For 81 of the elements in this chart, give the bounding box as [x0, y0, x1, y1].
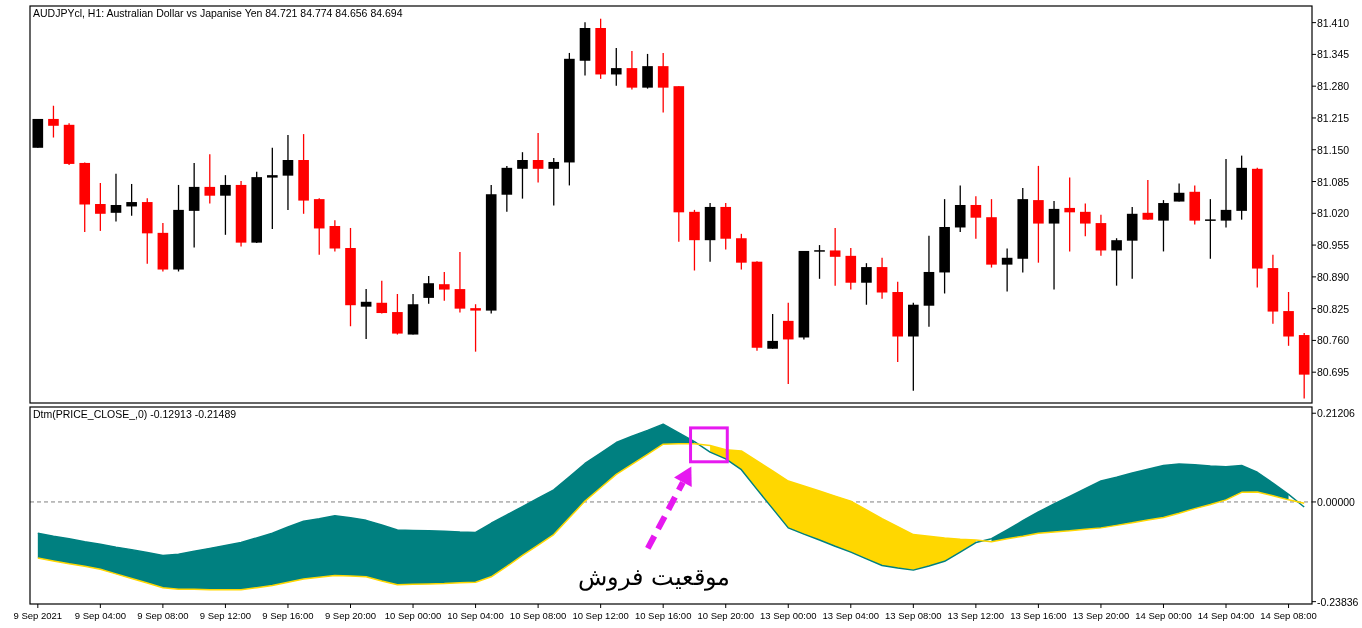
x-tick-label: 14 Sep 08:00: [1260, 610, 1317, 621]
candlestick: [626, 50, 638, 91]
candlestick: [829, 227, 841, 287]
candlestick: [1220, 158, 1232, 229]
candlestick: [814, 244, 825, 280]
x-tick-label: 9 Sep 2021: [13, 610, 63, 621]
candlestick: [767, 313, 778, 350]
x-tick-label: 10 Sep 16:00: [634, 610, 692, 621]
candlestick: [517, 151, 528, 200]
x-tick-label: 10 Sep 12:00: [572, 610, 629, 621]
candlestick: [267, 147, 278, 230]
annotation: موقعیت فروش: [577, 563, 730, 592]
y-tick-label: 80.695: [1317, 366, 1350, 379]
candlestick: [423, 275, 434, 305]
x-tick-label: 13 Sep 20:00: [1072, 610, 1130, 621]
candlestick: [126, 183, 137, 217]
x-tick-label: 10 Sep 08:00: [509, 610, 567, 621]
candlestick: [360, 288, 372, 340]
candlestick: [470, 303, 481, 353]
y-tick-label: 80.955: [1317, 239, 1350, 252]
x-tick-label: 14 Sep 04:00: [1197, 610, 1255, 621]
x-tick-label: 9 Sep 20:00: [324, 610, 377, 621]
candlestick: [1111, 237, 1122, 287]
candlestick: [1079, 202, 1091, 237]
y-tick-label: 81.280: [1317, 80, 1350, 93]
y-tick-label: 81.020: [1317, 207, 1350, 220]
y-tick-label: 80.890: [1317, 270, 1350, 283]
x-tick-label: 14 Sep 00:00: [1135, 610, 1192, 621]
y-tick-label: 80.760: [1317, 334, 1350, 347]
y-tick-label: 81.345: [1317, 48, 1350, 61]
candlestick: [610, 47, 622, 87]
candlestick: [1064, 176, 1075, 253]
x-tick-label: 10 Sep 00:00: [384, 610, 442, 621]
x-tick-label: 13 Sep 00:00: [759, 610, 817, 621]
x-tick-label: 9 Sep 16:00: [262, 610, 314, 621]
x-tick-label: 9 Sep 04:00: [74, 610, 126, 621]
y-tick-label: 0.00000: [1317, 495, 1356, 508]
y-tick-label: 0.21206: [1317, 407, 1356, 420]
candlestick: [1048, 200, 1060, 291]
candlestick: [188, 162, 200, 249]
candlestick: [204, 153, 216, 205]
x-tick-label: 9 Sep 08:00: [137, 610, 189, 621]
candlestick: [438, 271, 450, 302]
y-tick-label: 81.150: [1317, 143, 1350, 156]
candlestick: [282, 134, 294, 211]
candlestick: [970, 195, 982, 240]
chart-title: Dtm(PRICE_CLOSE_,0) -0.12913 -0.21489: [33, 408, 237, 420]
x-tick-label: 13 Sep 08:00: [885, 610, 942, 621]
candlestick: [1033, 165, 1044, 264]
candlestick: [1205, 198, 1216, 260]
candlestick: [220, 174, 231, 236]
candlestick: [48, 105, 59, 139]
candlestick: [782, 302, 794, 385]
x-tick-label: 13 Sep 16:00: [1010, 610, 1067, 621]
y-tick-label: 80.825: [1317, 302, 1350, 315]
candlestick: [392, 293, 403, 336]
x-tick-label: 10 Sep 20:00: [697, 610, 754, 621]
x-tick-label: 10 Sep 04:00: [447, 610, 504, 621]
x-tick-label: 13 Sep 12:00: [947, 610, 1005, 621]
y-tick-label: 81.215: [1317, 111, 1350, 124]
candlestick: [376, 280, 388, 315]
candlestick: [454, 251, 466, 314]
candlestick: [532, 132, 544, 184]
candlestick: [1158, 199, 1169, 253]
chart-title: AUDJPYcl, H1: Australian Dollar vs Japanise Yen 84.721 84.774 84.656 84.694: [33, 7, 403, 19]
y-tick-label: 81.085: [1317, 175, 1350, 188]
candlestick: [110, 173, 122, 223]
candlestick: [1173, 182, 1185, 203]
candlestick: [642, 53, 653, 90]
candlestick: [1001, 247, 1013, 293]
candlestick: [329, 219, 341, 253]
candlestick: [1142, 179, 1154, 221]
candlestick: [95, 182, 106, 232]
y-tick-label: -0.23836: [1317, 595, 1359, 608]
candlestick: [657, 52, 669, 114]
candlestick: [861, 262, 872, 306]
x-tick-label: 13 Sep 04:00: [822, 610, 880, 621]
candlestick: [548, 157, 560, 207]
x-tick-label: 9 Sep 12:00: [199, 610, 252, 621]
candlestick: [954, 184, 966, 233]
y-tick-label: 81.410: [1317, 16, 1350, 29]
